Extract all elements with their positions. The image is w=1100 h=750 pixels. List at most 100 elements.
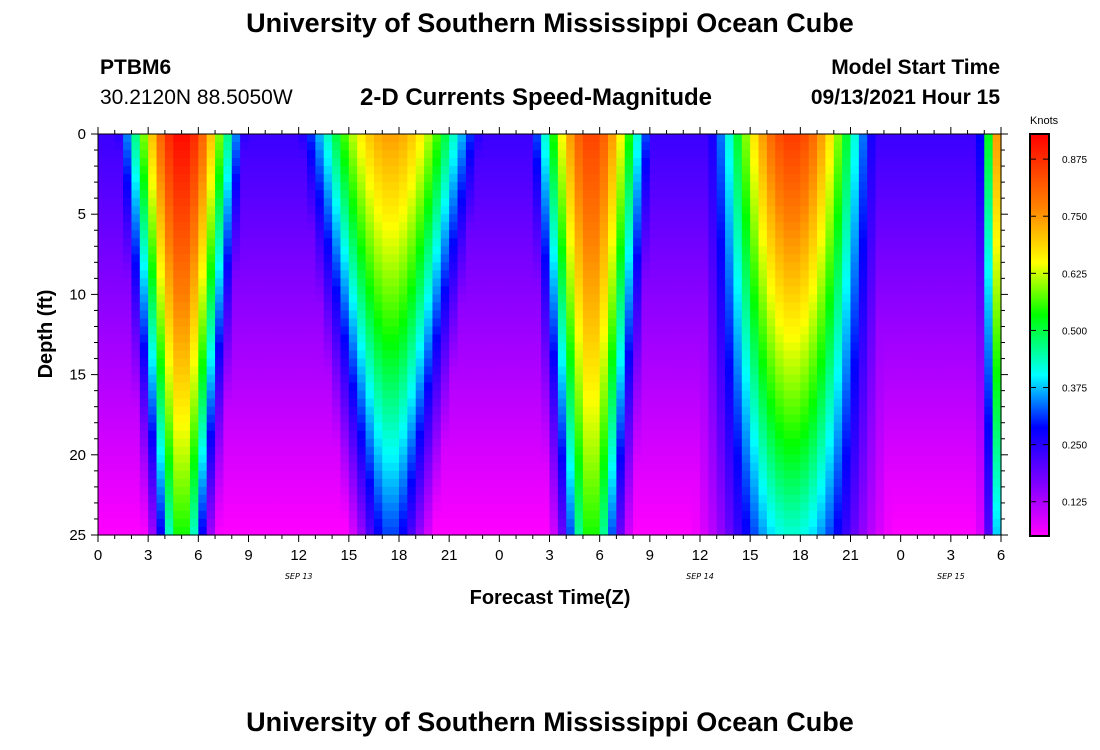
- heatmap-cell: [708, 190, 718, 199]
- heatmap-cell: [608, 318, 617, 328]
- heatmap-cell: [750, 430, 760, 440]
- heatmap-cell: [248, 286, 258, 295]
- heatmap-cell: [181, 334, 191, 344]
- heatmap-cell: [139, 422, 149, 432]
- heatmap-cell: [482, 230, 492, 239]
- heatmap-cell: [499, 486, 509, 496]
- heatmap-cell: [574, 158, 584, 167]
- heatmap-cell: [415, 222, 425, 231]
- heatmap-cell: [833, 190, 843, 199]
- heatmap-cell: [465, 278, 475, 287]
- heatmap-cell: [791, 198, 801, 207]
- heatmap-cell: [340, 342, 350, 352]
- heatmap-cell: [616, 270, 626, 279]
- heatmap-cell: [256, 190, 266, 199]
- heatmap-cell: [883, 134, 893, 143]
- heatmap-cell: [524, 238, 534, 247]
- heatmap-cell: [591, 190, 601, 199]
- heatmap-cell: [332, 278, 342, 287]
- heatmap-cell: [691, 398, 701, 408]
- heatmap-cell: [382, 166, 392, 175]
- heatmap-cell: [273, 382, 283, 392]
- heatmap-cell: [474, 526, 484, 536]
- heatmap-cell: [808, 374, 818, 384]
- heatmap-cell: [850, 462, 860, 472]
- heatmap-cell: [599, 494, 609, 504]
- heatmap-cell: [641, 206, 651, 215]
- heatmap-cell: [114, 182, 124, 191]
- heatmap-cell: [298, 454, 308, 464]
- heatmap-cell: [700, 462, 709, 472]
- heatmap-cell: [507, 238, 517, 247]
- heatmap-cell: [181, 150, 191, 159]
- heatmap-cell: [591, 230, 601, 239]
- heatmap-cell: [298, 302, 308, 312]
- heatmap-cell: [298, 222, 308, 231]
- heatmap-cell: [139, 238, 149, 247]
- heatmap-cell: [516, 454, 526, 464]
- heatmap-cell: [658, 454, 668, 464]
- heatmap-cell: [608, 334, 617, 344]
- heatmap-cell: [507, 342, 517, 352]
- heatmap-cell: [273, 246, 283, 255]
- heatmap-cell: [616, 486, 626, 496]
- heatmap-cell: [98, 454, 107, 464]
- heatmap-cell: [357, 398, 367, 408]
- heatmap-cell: [248, 278, 258, 287]
- heatmap-cell: [716, 174, 726, 183]
- heatmap-cell: [265, 390, 275, 400]
- heatmap-cell: [457, 262, 467, 271]
- heatmap-cell: [783, 262, 793, 271]
- heatmap-cell: [858, 262, 868, 271]
- heatmap-cell: [850, 342, 860, 352]
- heatmap-cell: [766, 438, 776, 448]
- heatmap-cell: [432, 182, 442, 191]
- heatmap-cell: [298, 326, 308, 336]
- heatmap-cell: [599, 254, 609, 263]
- heatmap-cell: [566, 510, 576, 520]
- heatmap-cell: [407, 486, 417, 496]
- heatmap-cell: [582, 494, 592, 504]
- heatmap-cell: [716, 214, 726, 223]
- heatmap-cell: [591, 454, 601, 464]
- heatmap-cell: [298, 358, 308, 368]
- heatmap-cell: [700, 310, 709, 320]
- heatmap-cell: [206, 454, 216, 464]
- heatmap-cell: [399, 326, 408, 336]
- heatmap-cell: [850, 222, 860, 231]
- heatmap-cell: [223, 182, 233, 191]
- heatmap-cell: [365, 238, 375, 247]
- heatmap-cell: [173, 366, 183, 376]
- heatmap-cell: [582, 478, 592, 488]
- heatmap-cell: [399, 374, 408, 384]
- heatmap-cell: [399, 510, 408, 520]
- heatmap-cell: [516, 382, 526, 392]
- heatmap-cell: [524, 390, 534, 400]
- heatmap-cell: [658, 398, 668, 408]
- heatmap-cell: [482, 262, 492, 271]
- heatmap-cell: [641, 350, 651, 360]
- heatmap-cell: [490, 406, 500, 416]
- heatmap-cell: [449, 406, 459, 416]
- heatmap-cell: [131, 398, 141, 408]
- heatmap-cell: [164, 510, 174, 520]
- heatmap-cell: [139, 254, 149, 263]
- heatmap-cell: [465, 318, 475, 328]
- heatmap-cell: [507, 438, 517, 448]
- heatmap-cell: [123, 454, 133, 464]
- heatmap-cell: [173, 326, 183, 336]
- heatmap-cell: [867, 278, 877, 287]
- heatmap-cell: [691, 222, 701, 231]
- heatmap-cell: [758, 254, 768, 263]
- heatmap-cell: [582, 182, 592, 191]
- heatmap-cell: [407, 366, 417, 376]
- heatmap-cell: [265, 318, 275, 328]
- heatmap-cell: [716, 222, 726, 231]
- heatmap-cell: [608, 374, 617, 384]
- heatmap-cell: [357, 326, 367, 336]
- heatmap-cell: [566, 270, 576, 279]
- heatmap-cell: [808, 254, 818, 263]
- heatmap-cell: [206, 398, 216, 408]
- heatmap-cell: [766, 518, 776, 528]
- heatmap-cell: [900, 166, 910, 175]
